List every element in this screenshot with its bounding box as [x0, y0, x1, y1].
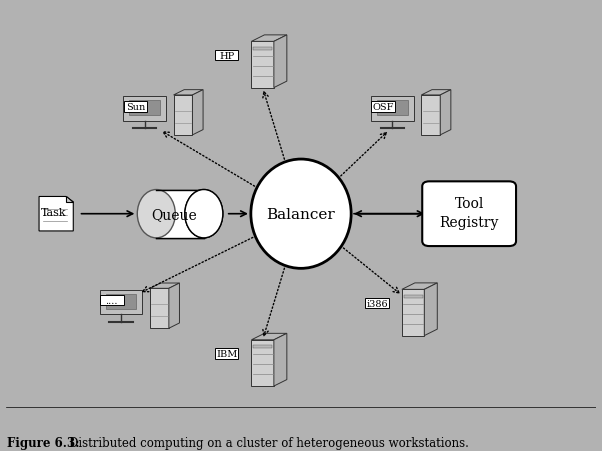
Ellipse shape [185, 190, 223, 238]
Text: Queue: Queue [152, 207, 197, 221]
Polygon shape [169, 283, 179, 328]
FancyBboxPatch shape [377, 101, 408, 116]
Polygon shape [274, 36, 287, 88]
FancyBboxPatch shape [106, 294, 137, 309]
Text: Tool: Tool [455, 197, 484, 211]
FancyBboxPatch shape [129, 101, 160, 116]
Text: OSF: OSF [373, 103, 394, 112]
FancyBboxPatch shape [422, 182, 516, 247]
Ellipse shape [251, 160, 351, 269]
FancyBboxPatch shape [404, 295, 423, 298]
FancyBboxPatch shape [100, 290, 142, 314]
FancyBboxPatch shape [157, 190, 204, 238]
Text: Registry: Registry [439, 216, 499, 230]
FancyBboxPatch shape [157, 190, 204, 238]
FancyBboxPatch shape [150, 289, 169, 328]
Polygon shape [274, 334, 287, 386]
Polygon shape [421, 91, 451, 96]
Text: Figure 6.3:: Figure 6.3: [7, 436, 79, 449]
Polygon shape [252, 334, 287, 340]
FancyBboxPatch shape [123, 102, 147, 113]
Ellipse shape [137, 190, 175, 238]
FancyBboxPatch shape [215, 51, 238, 61]
FancyBboxPatch shape [253, 346, 272, 349]
FancyBboxPatch shape [371, 102, 395, 113]
Polygon shape [424, 283, 437, 336]
Polygon shape [173, 91, 203, 96]
Text: i386: i386 [366, 299, 388, 308]
Text: Balancer: Balancer [267, 207, 335, 221]
FancyBboxPatch shape [100, 295, 123, 306]
Text: ....: .... [105, 296, 118, 305]
Text: Distributed computing on a cluster of heterogeneous workstations.: Distributed computing on a cluster of he… [69, 436, 469, 449]
FancyBboxPatch shape [421, 96, 440, 136]
FancyBboxPatch shape [252, 42, 274, 88]
Polygon shape [39, 197, 73, 231]
Text: Task: Task [40, 207, 66, 217]
Text: HP: HP [219, 51, 234, 60]
FancyBboxPatch shape [252, 340, 274, 386]
Polygon shape [66, 197, 73, 202]
Polygon shape [150, 283, 179, 289]
FancyBboxPatch shape [365, 298, 389, 309]
Polygon shape [402, 283, 437, 290]
Ellipse shape [185, 190, 223, 238]
FancyBboxPatch shape [123, 97, 166, 121]
Polygon shape [193, 91, 203, 136]
Text: IBM: IBM [216, 350, 237, 359]
Text: Sun: Sun [126, 103, 145, 112]
FancyBboxPatch shape [402, 290, 424, 336]
FancyBboxPatch shape [253, 48, 272, 51]
Polygon shape [440, 91, 451, 136]
FancyBboxPatch shape [173, 96, 193, 136]
Polygon shape [252, 36, 287, 42]
FancyBboxPatch shape [371, 97, 414, 121]
FancyBboxPatch shape [215, 349, 238, 359]
